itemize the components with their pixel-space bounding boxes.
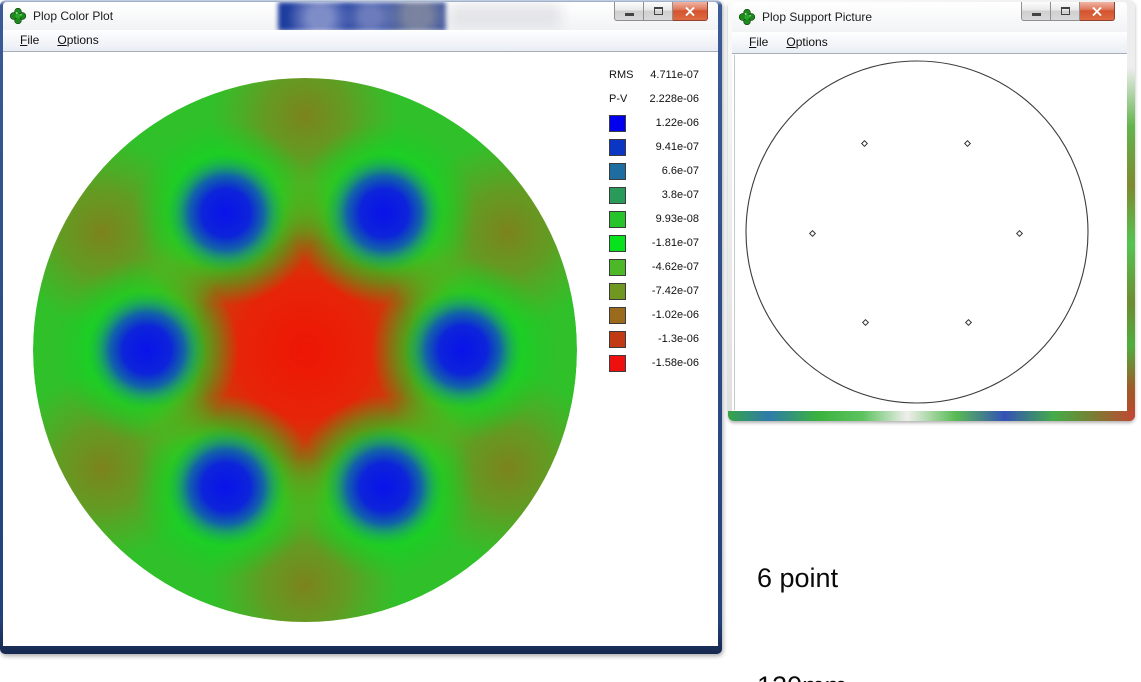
legend-pv-row: P-V 2.228e-06 xyxy=(609,87,699,111)
legend-swatch xyxy=(609,138,626,156)
maximize-button[interactable] xyxy=(1051,2,1080,21)
legend-swatch xyxy=(609,162,626,180)
legend-row: 9.41e-07 xyxy=(609,135,699,159)
legend-swatch xyxy=(609,354,626,372)
legend-swatch xyxy=(609,330,626,348)
pv-value: 2.228e-06 xyxy=(649,93,699,105)
minimize-button[interactable] xyxy=(1021,2,1051,21)
support-picture-area xyxy=(734,55,1126,410)
close-icon xyxy=(1092,6,1102,16)
mirror-edge-circle xyxy=(745,60,1089,404)
plop-clover-icon xyxy=(10,8,26,24)
maximize-button[interactable] xyxy=(644,2,673,21)
legend-swatch xyxy=(609,306,626,324)
legend-swatch xyxy=(609,234,626,252)
menu-options[interactable]: Options xyxy=(786,35,828,49)
support-menubar: File Options xyxy=(732,32,1127,54)
legend-value: -4.62e-07 xyxy=(651,261,699,273)
color-plot-window-title: Plop Color Plot xyxy=(33,9,114,23)
minimize-icon xyxy=(1031,13,1041,16)
support-window-body: Plop Support Picture File Options xyxy=(732,2,1127,411)
menu-file[interactable]: File xyxy=(20,33,40,47)
window-frame-reflection-right xyxy=(1127,0,1135,421)
caption-line-points: 6 point xyxy=(757,563,839,593)
legend-value: -1.02e-06 xyxy=(651,309,699,321)
minimize-icon xyxy=(624,13,634,16)
legend-value: -1.3e-06 xyxy=(658,333,699,345)
plot-legend: RMS 4.711e-07 P-V 2.228e-06 1.22e-06 9.41… xyxy=(609,63,699,375)
legend-rms-row: RMS 4.711e-07 xyxy=(609,63,699,87)
rms-label: RMS xyxy=(609,69,634,81)
legend-swatch xyxy=(609,186,626,204)
plop-clover-icon xyxy=(739,9,755,25)
rms-value: 4.711e-07 xyxy=(650,69,699,81)
color-plot-menubar: File Options xyxy=(3,30,718,52)
close-icon xyxy=(685,6,695,16)
color-plot-client-area: RMS 4.711e-07 P-V 2.228e-06 1.22e-06 9.41… xyxy=(3,53,718,646)
legend-row: 6.6e-07 xyxy=(609,159,699,183)
legend-entries: 1.22e-06 9.41e-07 6.6e-07 3.8e-07 9.93e-08 -1… xyxy=(609,111,699,375)
legend-value: -1.81e-07 xyxy=(651,237,699,249)
support-picture-window: Plop Support Picture File Options xyxy=(728,0,1135,421)
caption-line-diameter: 120mm xyxy=(757,668,942,682)
window-frame-reflection-bottom xyxy=(728,411,1135,421)
maximize-icon xyxy=(653,7,663,15)
legend-swatch xyxy=(609,258,626,276)
menu-file[interactable]: File xyxy=(749,35,769,49)
close-button[interactable] xyxy=(673,2,708,21)
legend-row: -1.3e-06 xyxy=(609,327,699,351)
legend-value: 1.22e-06 xyxy=(655,117,699,129)
blurred-overlay-patch-light xyxy=(449,4,561,28)
legend-value: 9.93e-08 xyxy=(655,213,699,225)
legend-value: -1.58e-06 xyxy=(651,357,699,369)
blurred-overlay-patch xyxy=(278,2,446,31)
legend-row: -7.42e-07 xyxy=(609,279,699,303)
legend-value: 3.8e-07 xyxy=(661,189,699,201)
support-caption-buttons xyxy=(1021,2,1115,21)
mirror-outline-drawing xyxy=(745,60,1089,404)
color-plot-window-body: Plop Color Plot File Opti xyxy=(3,2,718,646)
plot-cool-spots xyxy=(87,153,523,547)
maximize-icon xyxy=(1060,7,1070,15)
legend-row: -1.02e-06 xyxy=(609,303,699,327)
color-plot-caption-buttons xyxy=(614,2,708,21)
support-window-title: Plop Support Picture xyxy=(762,10,873,24)
legend-row: -4.62e-07 xyxy=(609,255,699,279)
minimize-button[interactable] xyxy=(614,2,644,21)
legend-value: 6.6e-07 xyxy=(661,165,699,177)
pv-label: P-V xyxy=(609,93,628,105)
legend-row: 1.22e-06 xyxy=(609,111,699,135)
annotation-caption: 6 point 120mm Plop optimized xyxy=(757,488,942,682)
legend-value: 9.41e-07 xyxy=(655,141,699,153)
legend-row: 3.8e-07 xyxy=(609,183,699,207)
legend-row: -1.81e-07 xyxy=(609,231,699,255)
color-plot-titlebar[interactable]: Plop Color Plot xyxy=(3,2,718,31)
legend-row: 9.93e-08 xyxy=(609,207,699,231)
legend-swatch xyxy=(609,114,626,132)
legend-value: -7.42e-07 xyxy=(651,285,699,297)
menu-options[interactable]: Options xyxy=(57,33,99,47)
legend-swatch xyxy=(609,210,626,228)
legend-swatch xyxy=(609,282,626,300)
close-button[interactable] xyxy=(1080,2,1115,21)
legend-row: -1.58e-06 xyxy=(609,351,699,375)
color-plot-window: Plop Color Plot File Opti xyxy=(0,0,722,654)
deformation-color-plot xyxy=(33,78,577,622)
